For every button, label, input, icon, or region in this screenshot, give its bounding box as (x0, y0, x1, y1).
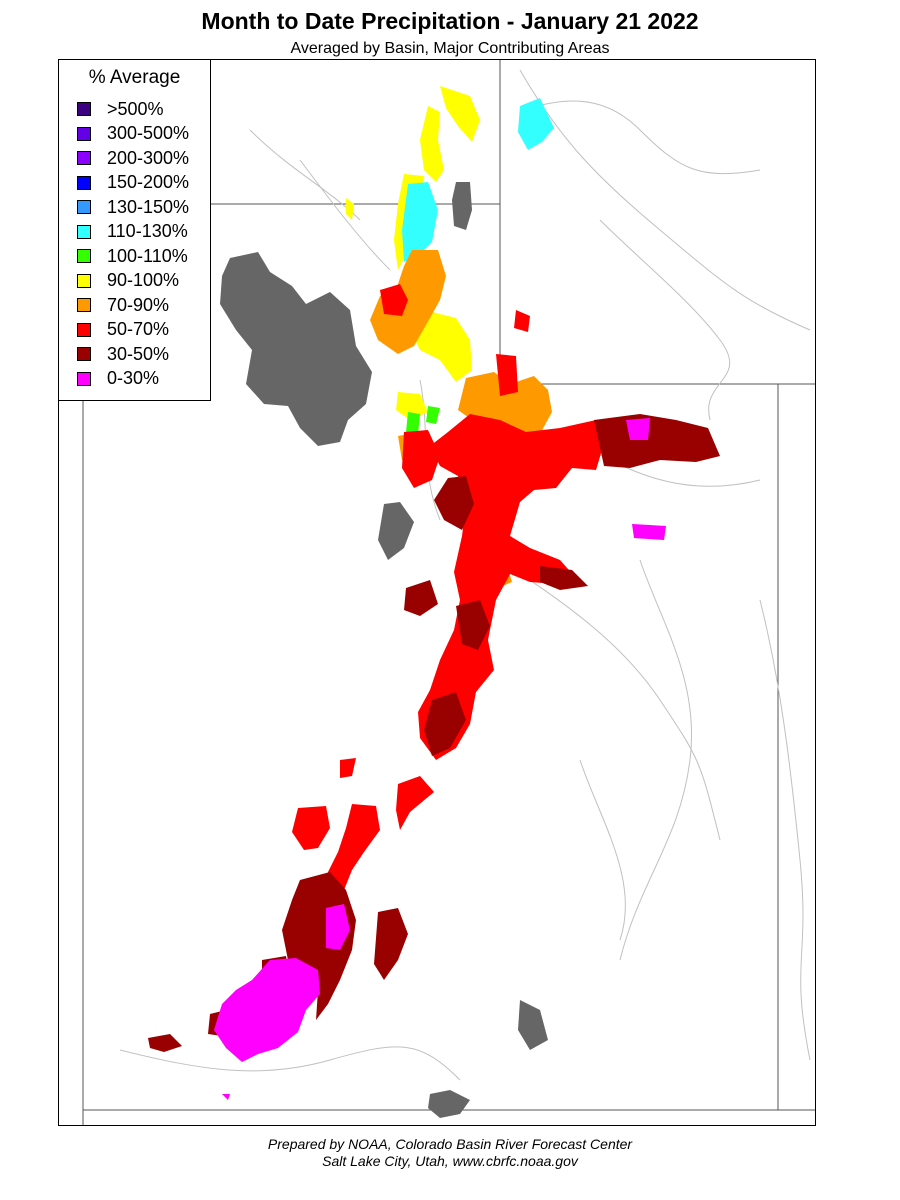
legend-item: 50-70% (77, 319, 170, 340)
legend-title: % Average (88, 67, 181, 88)
map-title: Month to Date Precipitation - January 21… (201, 8, 699, 34)
legend-item: 90-100% (77, 270, 180, 291)
legend-label: 130-150% (107, 196, 190, 217)
legend-label: 50-70% (107, 319, 170, 339)
legend-swatch (77, 200, 91, 214)
legend-swatch (77, 298, 91, 312)
legend-swatch (77, 371, 91, 386)
legend-swatch (77, 249, 91, 263)
legend-item: 0-30% (77, 368, 160, 389)
legend-label: 300-500% (107, 123, 190, 143)
legend-item: 30-50% (77, 344, 169, 364)
legend-swatch (77, 126, 91, 141)
footer-line-2: Salt Lake City, Utah, www.cbrfc.noaa.gov (322, 1153, 578, 1169)
legend-item: 130-150% (77, 197, 189, 217)
legend-item: >500% (77, 99, 164, 119)
legend-label: 0-30% (107, 368, 160, 388)
legend-swatch (77, 322, 91, 337)
legend-label: 200-300% (107, 147, 190, 168)
legend-label: 150-200% (107, 172, 190, 192)
legend-label: 70-90% (107, 294, 170, 315)
footer-line-1: Prepared by NOAA, Colorado Basin River F… (267, 1136, 633, 1152)
legend-swatch (77, 175, 91, 190)
legend-swatch (77, 102, 91, 116)
legend-item: 70-90% (77, 295, 169, 315)
legend-item: 100-110% (77, 246, 188, 266)
legend: % Average >500% 300-500% 200-300% 150-200% 1… (58, 59, 211, 401)
legend-label: 100-110% (107, 245, 188, 266)
map-frame (58, 59, 816, 1126)
legend-label: 110-130% (107, 221, 188, 241)
legend-item: 150-200% (77, 172, 190, 193)
legend-item: 300-500% (77, 123, 190, 144)
map-subtitle: Averaged by Basin, Major Contributing Ar… (290, 40, 610, 57)
legend-swatch (77, 347, 91, 361)
legend-swatch (77, 273, 91, 288)
legend-swatch (77, 151, 91, 165)
basin-areas (148, 86, 720, 1100)
legend-item: 110-130% (77, 221, 188, 242)
legend-label: 30-50% (107, 343, 170, 364)
footer-credits: Prepared by NOAA, Colorado Basin River F… (0, 1136, 900, 1170)
lakes (220, 182, 548, 1118)
legend-item: 200-300% (77, 148, 189, 168)
legend-swatch (77, 224, 91, 239)
legend-label: >500% (107, 98, 164, 119)
legend-label: 90-100% (107, 270, 180, 290)
